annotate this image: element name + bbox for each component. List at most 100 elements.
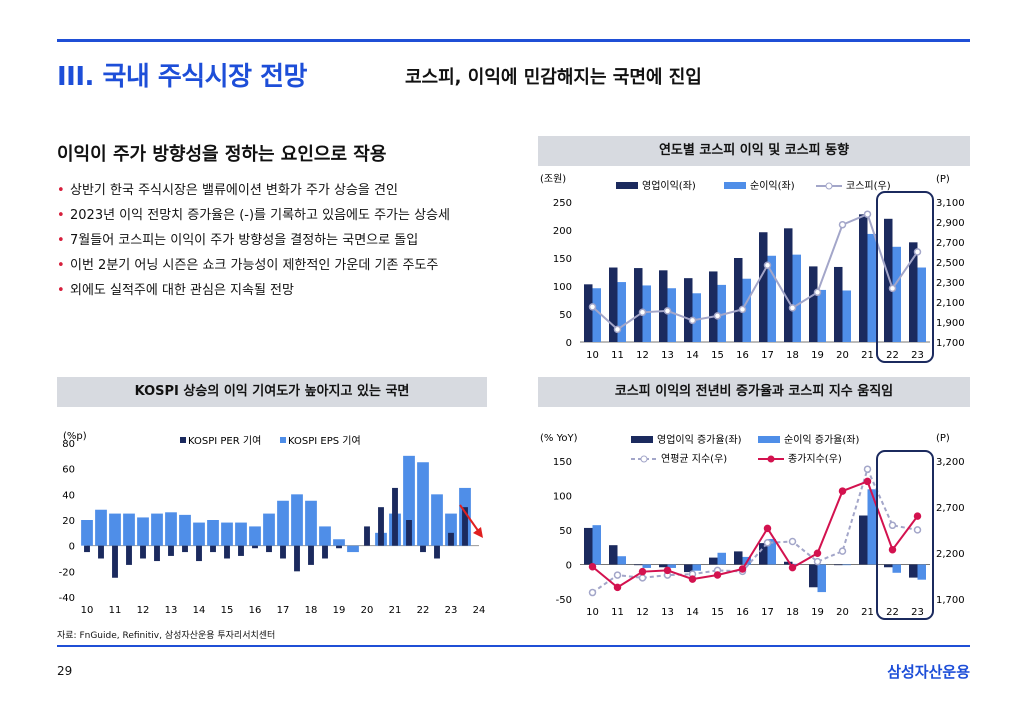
x-tick-label: 19 <box>333 605 346 616</box>
bar-operating <box>684 564 693 573</box>
highlight-box <box>876 450 934 620</box>
bottom-rule <box>57 645 970 647</box>
bar-operating <box>659 270 668 342</box>
y-axis-right-label: (P) <box>936 174 950 185</box>
bar-operating <box>909 564 918 578</box>
bar-per-contribution <box>210 545 216 553</box>
line-point <box>888 284 897 293</box>
bar-eps-contribution <box>165 512 177 546</box>
bar-eps-contribution <box>431 494 443 546</box>
y-tick: 20 <box>62 516 75 527</box>
bar-per-contribution <box>462 507 468 546</box>
y-axis-left-label: (% YoY) <box>540 433 578 444</box>
legend-swatch <box>640 455 648 463</box>
bar-eps-contribution <box>179 514 191 546</box>
legend-swatch <box>825 182 833 190</box>
x-tick-label: 16 <box>736 607 749 618</box>
bar-eps-contribution <box>193 522 205 546</box>
x-tick-label: 20 <box>836 607 849 618</box>
bar-eps-contribution <box>319 526 331 546</box>
line-point <box>813 288 822 297</box>
y-tick-left: 0 <box>566 561 572 572</box>
bar-eps-contribution <box>249 526 261 546</box>
line-point <box>638 574 647 582</box>
bar-per-contribution <box>336 545 342 549</box>
section-title: III. 국내 주식시장 전망 <box>57 62 307 92</box>
bar-per-contribution <box>448 532 454 546</box>
bar-eps-contribution <box>207 520 219 546</box>
y-tick: -20 <box>59 567 75 578</box>
y-tick-left: 50 <box>559 526 572 537</box>
series-line <box>591 212 919 331</box>
line-point <box>788 537 797 546</box>
x-tick-label: 24 <box>473 605 486 616</box>
x-tick-label: 23 <box>445 605 458 616</box>
x-tick-label: 20 <box>836 350 849 361</box>
bar-eps-contribution <box>81 520 93 546</box>
bar-net <box>892 246 901 342</box>
bar-eps-contribution <box>221 522 233 546</box>
line-point <box>588 303 597 311</box>
line-point <box>913 512 922 520</box>
x-tick-label: 13 <box>165 605 178 616</box>
line-point <box>863 477 872 486</box>
trend-arrow <box>459 504 480 533</box>
bar-operating <box>609 267 618 342</box>
x-tick-label: 22 <box>886 350 899 361</box>
line-point <box>838 220 847 229</box>
bar-net <box>767 255 776 342</box>
bar-operating <box>709 557 718 565</box>
legend-swatch <box>767 455 775 463</box>
bar-operating <box>609 545 618 565</box>
y-tick: 60 <box>62 465 75 476</box>
line-point <box>763 261 772 270</box>
bar-per-contribution <box>238 545 244 556</box>
y-tick-left: 100 <box>553 492 572 503</box>
x-tick-label: 11 <box>109 605 122 616</box>
bar-net <box>617 282 626 342</box>
bar-eps-contribution <box>95 509 107 546</box>
bar-net <box>767 538 776 565</box>
x-tick-label: 17 <box>277 605 290 616</box>
x-tick-label: 23 <box>911 350 924 361</box>
x-tick-label: 15 <box>711 350 724 361</box>
bar-eps-contribution <box>403 455 415 546</box>
legend-label: KOSPI EPS 기여 <box>288 435 361 447</box>
bar-net <box>692 564 701 571</box>
x-tick-label: 16 <box>249 605 262 616</box>
legend-label: 연평균 지수(우) <box>661 453 727 465</box>
bar-per-contribution <box>252 545 258 549</box>
line-point <box>888 545 897 554</box>
chart3-title: 코스피 이익의 전년비 증가율과 코스피 지수 움직임 <box>538 377 970 407</box>
legend-label: 순이익(좌) <box>750 180 795 192</box>
page-number: 29 <box>57 664 73 678</box>
bar-operating <box>634 564 643 566</box>
bar-per-contribution <box>196 545 202 562</box>
y-tick-right: 2,300 <box>936 278 965 289</box>
bar-net <box>717 284 726 342</box>
x-tick-label: 15 <box>711 607 724 618</box>
bar-operating <box>584 284 593 342</box>
bar-eps-contribution <box>263 513 275 546</box>
x-tick-label: 18 <box>786 350 799 361</box>
line-point <box>613 583 622 592</box>
bar-per-contribution <box>322 545 328 559</box>
bar-eps-contribution <box>151 513 163 546</box>
x-tick-label: 10 <box>586 607 599 618</box>
line-point <box>688 575 697 583</box>
bar-net <box>642 285 651 342</box>
chart1-svg: (조원) (P) 0 50 100 150 200 250 1,700 1,900 2,100 2,3… <box>540 173 965 363</box>
x-tick-label: 13 <box>661 350 674 361</box>
y-tick-left: 150 <box>553 457 572 468</box>
bar-eps-contribution <box>235 522 247 546</box>
legend-label: KOSPI PER 기여 <box>188 435 261 447</box>
y-tick-right: 1,700 <box>936 595 965 606</box>
line-point <box>613 325 622 334</box>
line-point <box>738 305 747 314</box>
y-axis-right-label: (P) <box>936 433 950 444</box>
x-tick-label: 16 <box>736 350 749 361</box>
bar-operating <box>784 561 793 565</box>
bar-eps-contribution <box>417 462 429 546</box>
line-point <box>638 567 647 576</box>
bar-operating <box>809 266 818 342</box>
